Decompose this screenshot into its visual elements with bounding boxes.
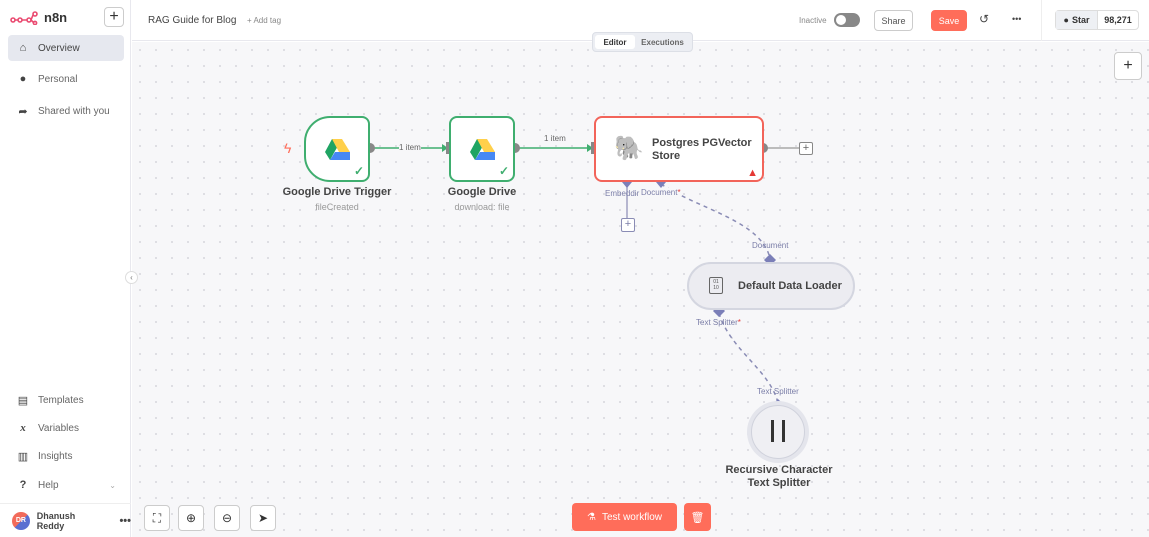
node-recursive-character-text-splitter[interactable] — [747, 401, 809, 463]
chevron-down-icon: ⌄ — [109, 480, 116, 490]
sidebar-item-shared[interactable]: ➦ Shared with you — [8, 98, 124, 124]
success-check-icon: ✓ — [353, 164, 364, 178]
sidebar-item-templates[interactable]: ▤ Templates — [8, 387, 124, 413]
share-button[interactable]: Share — [874, 10, 913, 31]
warning-icon: ▲ — [747, 167, 758, 179]
add-node-button[interactable]: + — [1114, 52, 1142, 80]
active-toggle[interactable] — [834, 13, 860, 27]
document-label: Document* — [641, 188, 681, 197]
node-google-drive[interactable]: ✓ — [449, 116, 515, 182]
sidebar-item-personal[interactable]: ● Personal — [8, 66, 124, 92]
trigger-bolt-icon: ϟ — [284, 140, 292, 156]
avatar: DR — [12, 511, 30, 530]
zoom-in-button[interactable]: ⊕ — [178, 505, 204, 531]
sidebar-item-label: Variables — [38, 422, 79, 434]
home-icon: ⌂ — [19, 42, 27, 54]
active-status-label: Inactive — [799, 16, 827, 25]
connection-splitter-loader[interactable] — [718, 312, 779, 404]
add-embedding-button[interactable]: + — [621, 218, 635, 232]
view-tabs: Editor Executions — [592, 32, 693, 52]
node-subtitle: fileCreated — [315, 202, 359, 212]
binary-file-icon: 01 10 — [709, 277, 723, 294]
fit-view-button[interactable]: ⛶ — [144, 505, 170, 531]
postgres-elephant-icon: 🐘 — [614, 135, 644, 162]
user-icon: ● — [19, 73, 27, 85]
node-default-data-loader[interactable]: 01 10 Default Data Loader — [687, 262, 855, 310]
github-icon: ● — [1063, 15, 1069, 25]
sidebar-item-label: Insights — [38, 450, 73, 462]
flask-icon: ⚗ — [587, 511, 596, 523]
sidebar-item-variables[interactable]: x Variables — [8, 415, 124, 441]
input-handle[interactable] — [591, 142, 595, 154]
fullscreen-icon: ⛶ — [152, 510, 162, 525]
tab-editor[interactable]: Editor — [595, 35, 635, 49]
google-drive-icon — [470, 139, 495, 160]
star-label: Star — [1071, 15, 1090, 25]
save-button[interactable]: Save — [931, 10, 967, 31]
user-name: Dhanush Reddy — [36, 510, 76, 531]
node-subtitle: download: file — [454, 202, 510, 212]
node-title: Default Data Loader — [738, 280, 842, 292]
star-count: 98,271 — [1104, 15, 1132, 25]
history-icon[interactable]: ↺ — [979, 12, 990, 26]
github-star-button[interactable]: ● Star 98,271 — [1055, 10, 1139, 30]
user-menu[interactable]: DR Dhanush Reddy ••• — [0, 503, 131, 537]
node-title: Google Drive Trigger — [282, 186, 392, 198]
sidebar-item-label: Templates — [38, 394, 84, 406]
trash-icon: 🗑 — [690, 511, 705, 524]
more-options-icon[interactable]: ••• — [1012, 14, 1022, 24]
create-button[interactable]: + — [104, 7, 124, 27]
zoom-in-icon: ⊕ — [185, 511, 197, 525]
app-name: n8n — [44, 10, 68, 25]
sidebar-item-label: Help — [38, 479, 59, 491]
chart-icon: ▥ — [17, 450, 29, 463]
variable-icon: x — [20, 422, 26, 434]
sidebar-item-overview[interactable]: ⌂ Overview — [8, 35, 124, 61]
sidebar-item-insights[interactable]: ▥ Insights — [8, 443, 124, 469]
document-output-label: Document — [752, 241, 789, 250]
connection-drive-pg[interactable] — [515, 144, 593, 152]
google-drive-icon — [325, 139, 350, 160]
test-workflow-button[interactable]: ⚗ Test workflow — [572, 503, 677, 531]
question-icon: ? — [19, 479, 27, 491]
sidebar: n8n + ⌂ Overview ● Personal ➦ Shared with y… — [0, 0, 131, 537]
tidy-up-button[interactable]: ➤ — [250, 505, 276, 531]
connection-label: 1 item — [399, 143, 421, 152]
zoom-out-button[interactable]: ⊖ — [214, 505, 240, 531]
sidebar-item-help[interactable]: ? Help ⌄ — [8, 472, 124, 498]
sidebar-item-label: Overview — [38, 42, 80, 54]
sidebar-item-label: Personal — [38, 73, 78, 85]
more-icon[interactable]: ••• — [119, 514, 131, 527]
collapse-sidebar-button[interactable]: ‹ — [125, 271, 138, 284]
logo-icon — [10, 10, 38, 25]
input-handle[interactable] — [446, 142, 450, 154]
connection-label: 1 item — [544, 134, 566, 143]
tab-executions[interactable]: Executions — [641, 37, 684, 47]
text-splitter-output-label: Text Splitter — [757, 387, 799, 396]
divider — [1041, 0, 1042, 41]
add-next-node-button[interactable]: + — [799, 142, 813, 155]
n8n-logo[interactable]: n8n — [10, 10, 67, 25]
text-splitter-input-label: Text Splitter* — [696, 318, 741, 327]
node-postgres-pgvector-store[interactable]: 🐘 Postgres PGVector Store ▲ — [594, 116, 764, 182]
add-tag-link[interactable]: + Add tag — [247, 16, 282, 25]
splitter-icon — [771, 420, 785, 442]
node-title: Google Drive — [447, 186, 517, 198]
clear-execution-button[interactable]: 🗑 — [684, 503, 711, 531]
share-icon: ➦ — [18, 105, 28, 118]
node-google-drive-trigger[interactable]: ✓ — [304, 116, 370, 182]
success-check-icon: ✓ — [498, 164, 509, 178]
box-icon: ▤ — [17, 394, 29, 407]
zoom-out-icon: ⊖ — [221, 511, 233, 525]
cursor-broom-icon: ➤ — [257, 511, 269, 525]
workflow-canvas[interactable] — [132, 42, 1149, 537]
workflow-title[interactable]: RAG Guide for Blog — [148, 15, 237, 26]
sidebar-item-label: Shared with you — [38, 105, 110, 117]
node-title: Postgres PGVector Store — [652, 137, 752, 162]
node-title: Recursive Character Text Splitter — [725, 464, 833, 489]
embedding-label: Embeddir — [605, 189, 640, 198]
